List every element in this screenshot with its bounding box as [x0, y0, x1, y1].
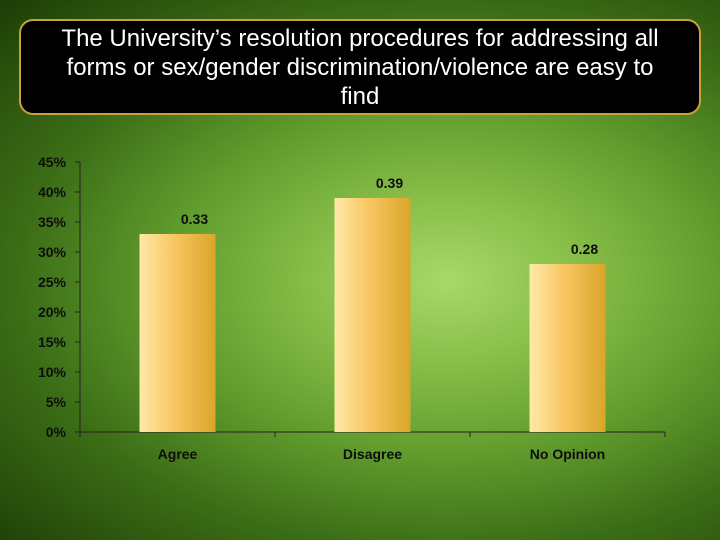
y-tick-label: 35% — [38, 214, 67, 230]
x-tick-label: Disagree — [343, 446, 402, 462]
bar-agree — [139, 234, 216, 432]
y-tick-label: 40% — [38, 184, 67, 200]
data-label: 0.33 — [181, 211, 208, 227]
x-tick-label: Agree — [158, 446, 198, 462]
data-label: 0.39 — [376, 175, 403, 191]
y-tick-label: 20% — [38, 304, 67, 320]
bar-disagree — [334, 198, 411, 432]
chart-title: The University’s resolution procedures f… — [61, 24, 659, 110]
data-label: 0.28 — [571, 241, 598, 257]
y-tick-label: 15% — [38, 334, 67, 350]
y-tick-label: 45% — [38, 154, 67, 170]
bar-no-opinion — [529, 264, 606, 432]
x-tick-label: No Opinion — [530, 446, 605, 462]
y-tick-label: 10% — [38, 364, 67, 380]
y-tick-label: 30% — [38, 244, 67, 260]
y-tick-label: 5% — [46, 394, 67, 410]
y-tick-label: 0% — [46, 424, 67, 440]
y-tick-label: 25% — [38, 274, 67, 290]
chart-title-box: The University’s resolution procedures f… — [19, 19, 701, 115]
